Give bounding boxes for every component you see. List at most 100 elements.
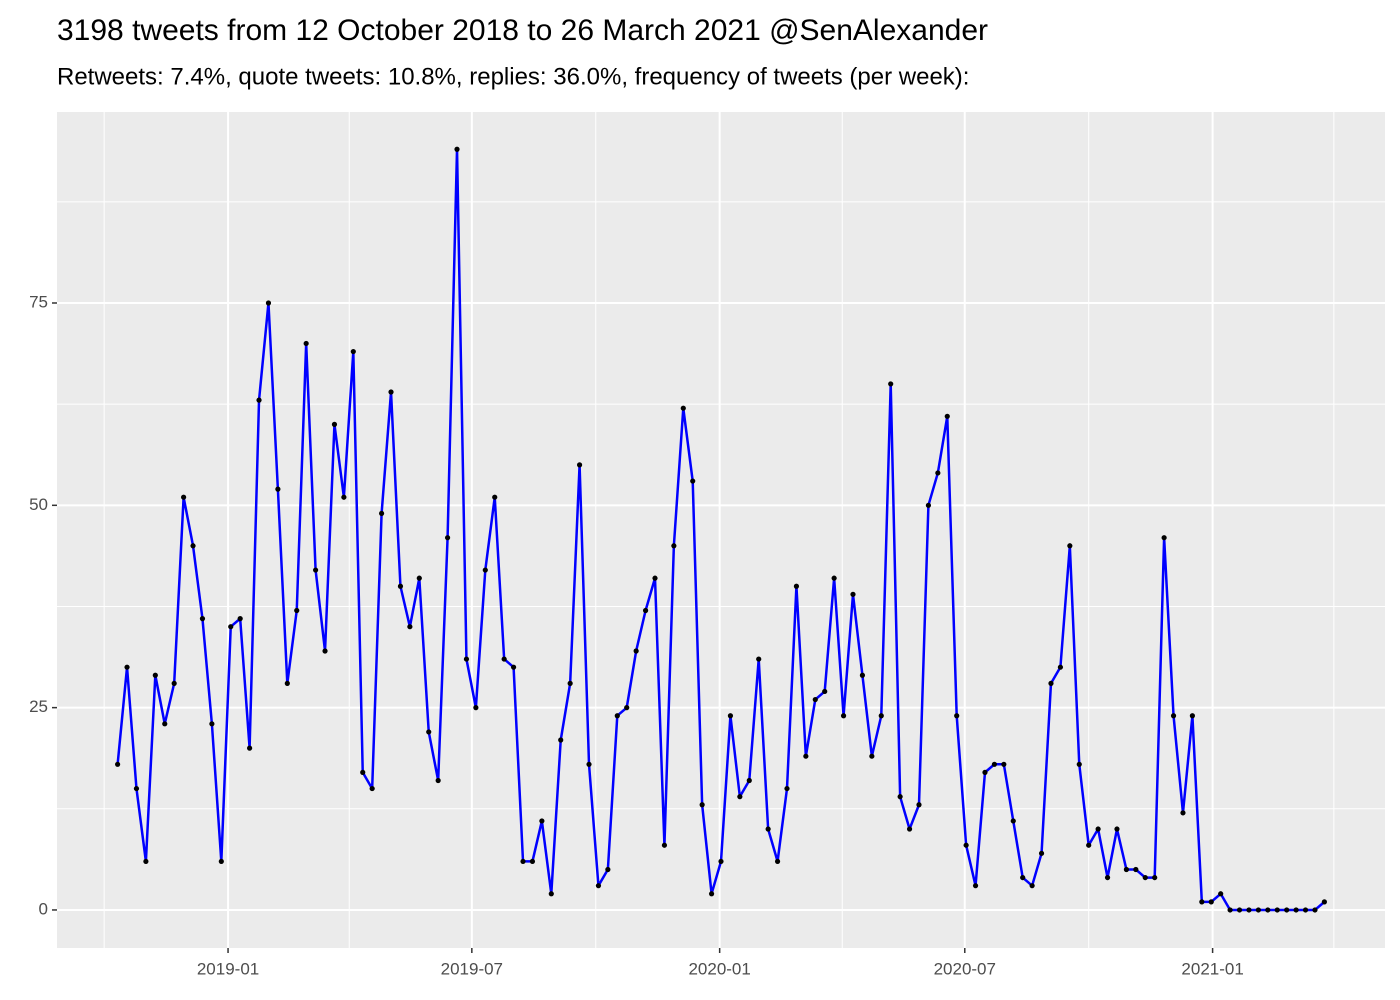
data-point	[567, 680, 573, 686]
data-point	[275, 486, 281, 492]
data-point	[247, 745, 253, 751]
y-tick-label: 0	[39, 899, 48, 918]
data-point	[1152, 874, 1158, 881]
data-point	[1133, 866, 1139, 873]
data-point	[1312, 907, 1318, 913]
data-point	[925, 502, 932, 508]
data-point	[1123, 866, 1130, 873]
data-point	[774, 858, 781, 865]
data-point	[614, 713, 620, 719]
data-point	[576, 462, 583, 468]
data-point	[501, 656, 507, 662]
data-point	[954, 713, 960, 719]
data-point	[228, 624, 234, 630]
data-point	[1170, 713, 1177, 719]
y-tick-label: 25	[29, 697, 48, 716]
data-point	[935, 470, 941, 476]
data-point	[369, 785, 375, 792]
data-point	[265, 300, 272, 306]
data-point	[133, 785, 140, 792]
data-point	[1161, 535, 1167, 541]
data-point	[586, 761, 592, 767]
data-point	[397, 583, 404, 589]
data-point	[784, 785, 790, 792]
data-point	[737, 794, 743, 800]
data-point	[1321, 899, 1327, 905]
data-point	[888, 381, 894, 387]
data-point	[1038, 850, 1045, 856]
data-point	[812, 696, 818, 703]
data-point	[1010, 818, 1016, 824]
data-point	[416, 575, 422, 581]
data-point	[190, 543, 196, 549]
data-point	[982, 769, 988, 775]
data-point	[1255, 907, 1261, 913]
x-tick-label: 2019-07	[441, 959, 503, 978]
data-point	[633, 648, 639, 654]
data-point	[944, 413, 950, 419]
data-point	[435, 777, 441, 784]
data-point	[115, 761, 121, 767]
data-point	[171, 680, 177, 686]
data-point	[473, 705, 479, 711]
data-point	[840, 713, 847, 719]
data-point	[1029, 883, 1035, 889]
data-point	[1057, 664, 1064, 670]
data-point	[680, 405, 686, 411]
data-point	[492, 494, 498, 500]
data-point	[1095, 826, 1101, 832]
data-point	[859, 672, 866, 678]
data-point	[1180, 810, 1186, 816]
data-point	[1208, 899, 1214, 905]
data-point	[699, 802, 705, 808]
x-tick-label: 2020-07	[934, 959, 996, 978]
data-point	[1227, 907, 1233, 913]
data-point	[822, 688, 828, 695]
data-point	[991, 761, 998, 767]
data-point	[906, 826, 913, 832]
data-point	[916, 802, 922, 808]
data-point	[1067, 543, 1073, 549]
data-point	[595, 883, 602, 889]
data-point	[539, 818, 545, 824]
data-point	[237, 616, 243, 622]
data-point	[463, 656, 470, 662]
data-point	[1086, 842, 1092, 848]
data-point	[199, 616, 206, 622]
data-point	[529, 858, 536, 865]
x-tick-label: 2021-01	[1181, 959, 1243, 978]
data-point	[1189, 713, 1195, 719]
data-point	[718, 858, 724, 865]
data-point	[360, 769, 366, 775]
x-tick-label: 2019-01	[197, 959, 259, 978]
data-point	[520, 858, 526, 865]
data-point	[869, 753, 875, 759]
data-point	[152, 672, 158, 678]
data-point	[444, 535, 451, 541]
data-point	[1293, 907, 1299, 913]
data-point	[1114, 826, 1120, 832]
data-point	[765, 826, 771, 832]
data-point	[897, 794, 903, 800]
y-tick-label: 75	[29, 292, 48, 311]
data-point	[708, 891, 715, 897]
data-point	[388, 389, 394, 395]
data-point	[793, 583, 800, 589]
data-point	[1142, 874, 1148, 881]
data-point	[218, 858, 224, 865]
data-point	[350, 348, 356, 355]
data-point	[727, 713, 734, 719]
data-point	[209, 721, 215, 727]
data-point	[1076, 761, 1082, 767]
data-point	[124, 664, 130, 670]
x-tick-label: 2020-01	[688, 959, 750, 978]
data-point	[671, 543, 677, 549]
data-point	[1302, 907, 1309, 913]
data-point	[1001, 761, 1007, 767]
chart-title: 3198 tweets from 12 October 2018 to 26 M…	[57, 14, 988, 47]
data-point	[558, 737, 564, 743]
data-point	[482, 567, 488, 573]
data-point	[850, 591, 856, 597]
data-point	[256, 397, 262, 403]
